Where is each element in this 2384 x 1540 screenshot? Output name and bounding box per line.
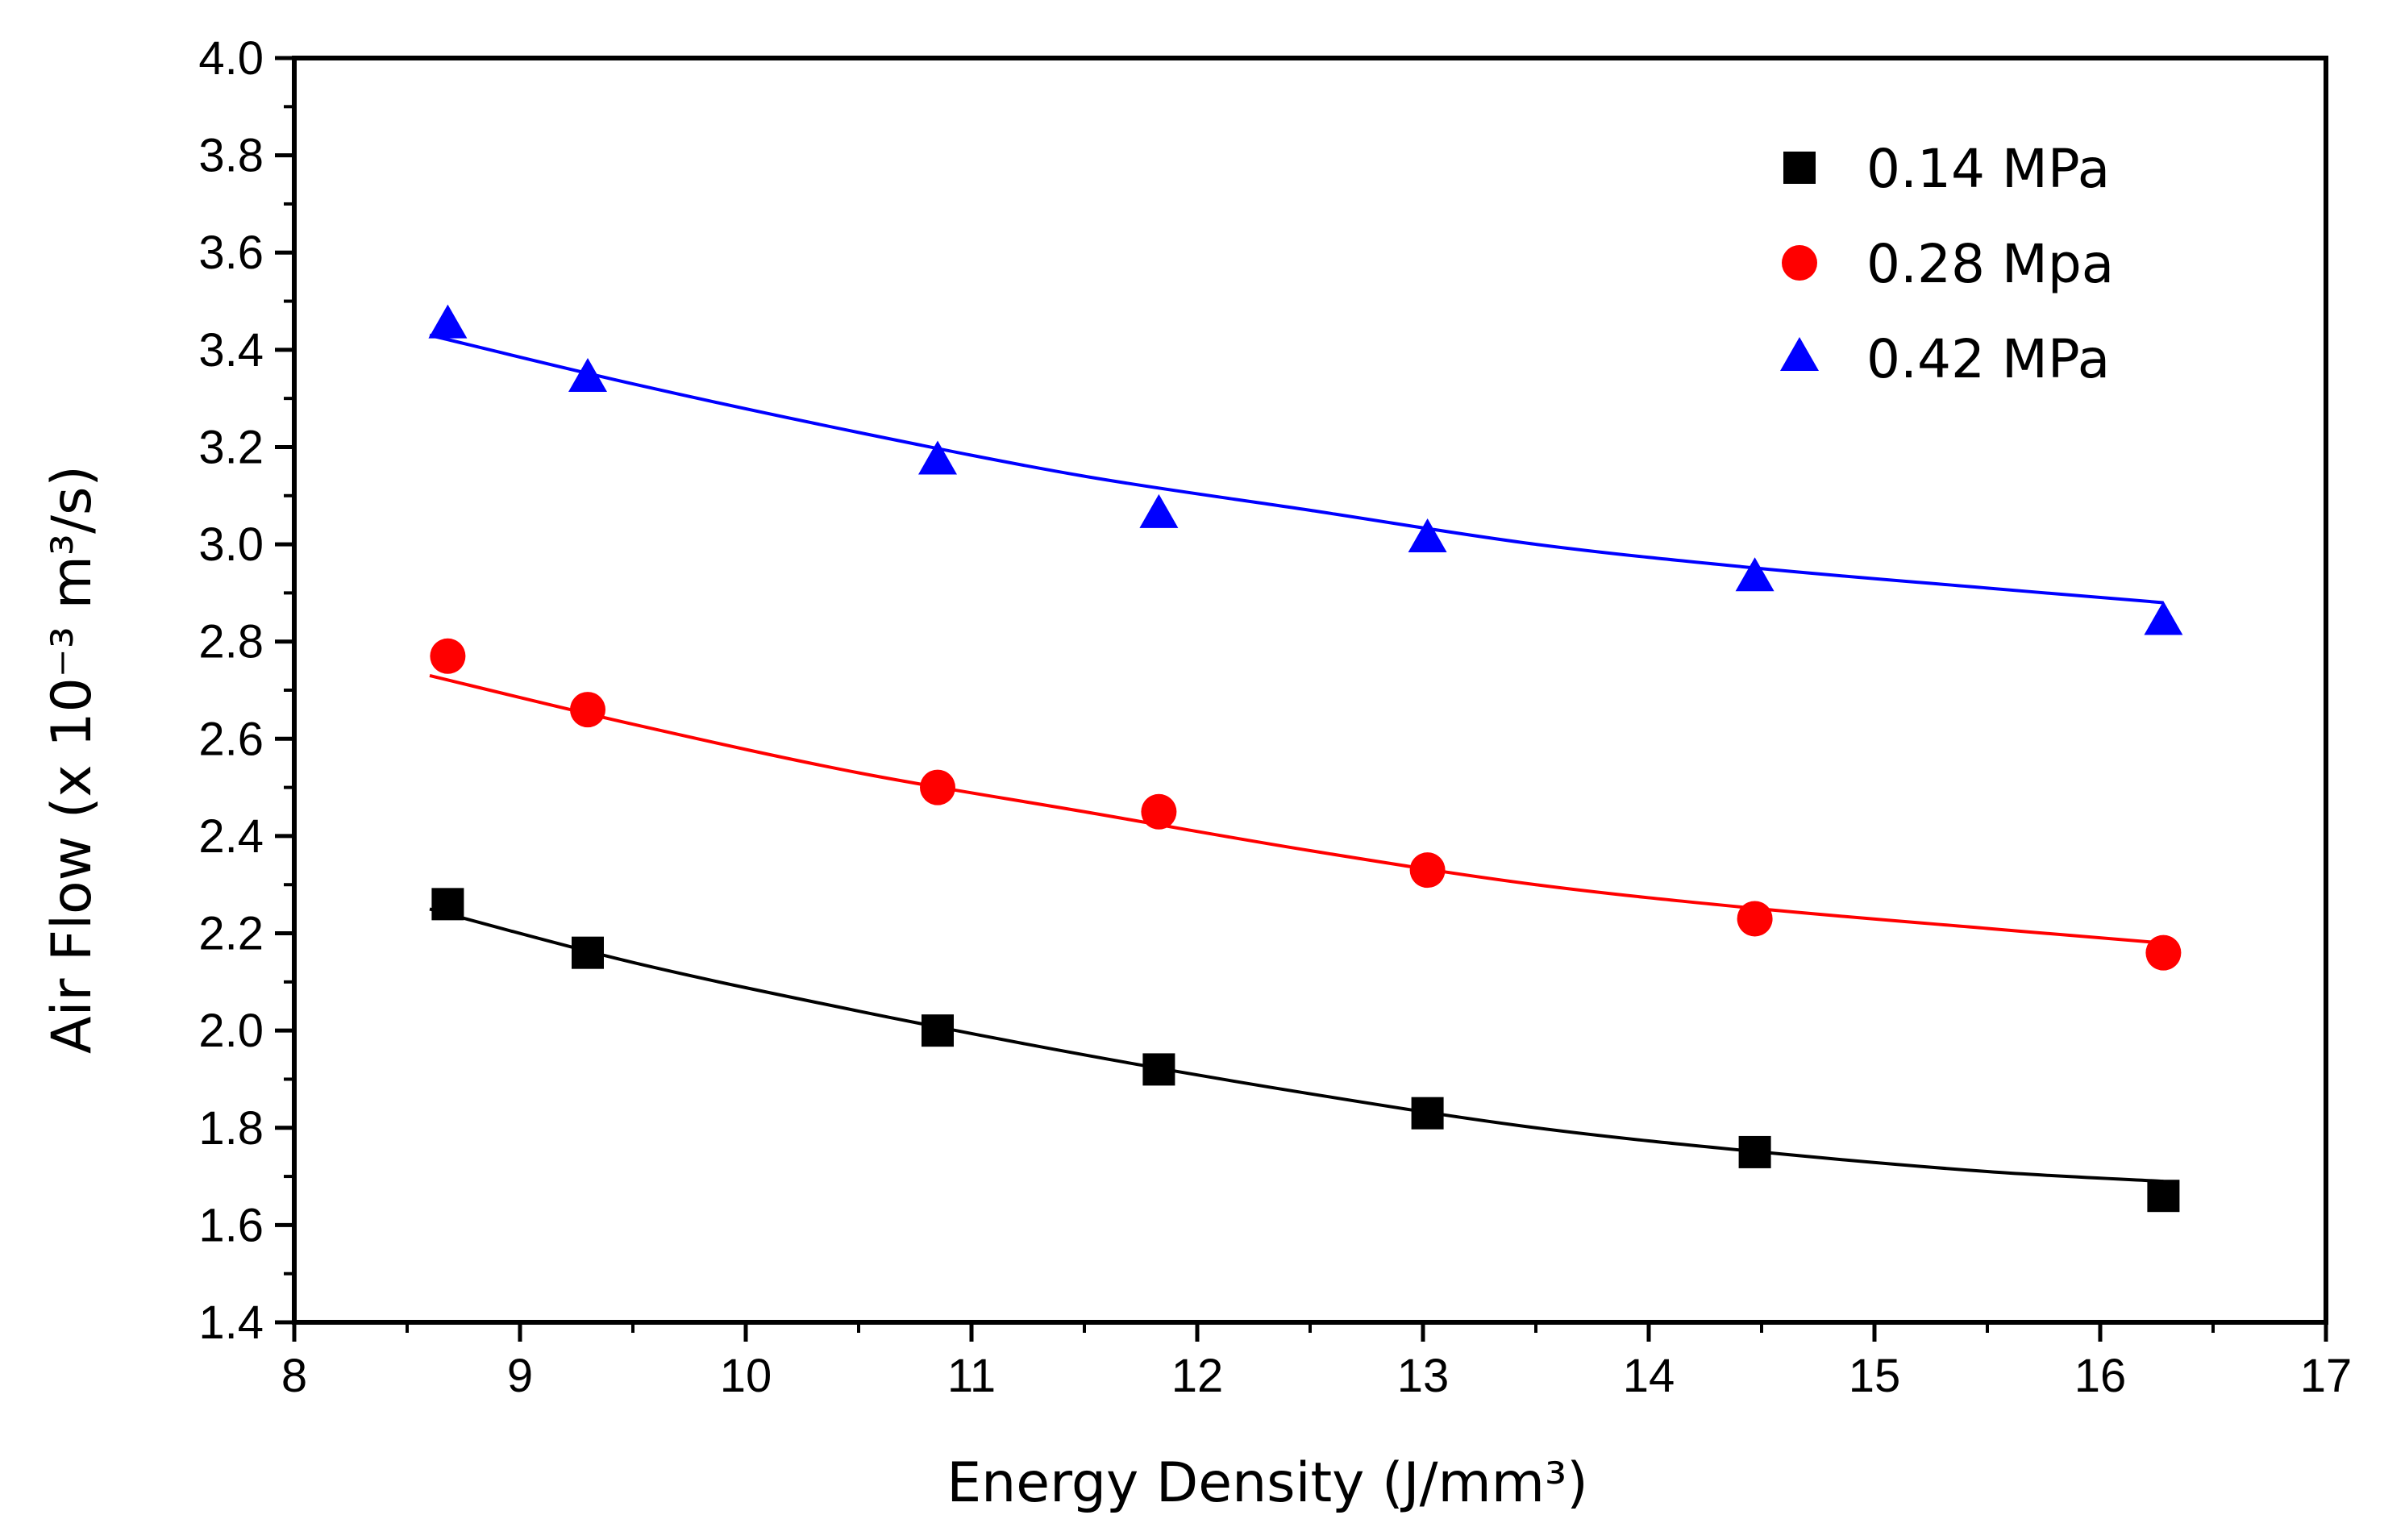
x-axis: 8 9 10 11 12 13 14 15 16 17 — [281, 1322, 2352, 1402]
data-point — [2147, 1180, 2180, 1213]
x-tick-label: 8 — [281, 1350, 307, 1402]
y-tick-label: 3.8 — [198, 130, 264, 182]
x-tick-label: 16 — [2074, 1350, 2127, 1402]
data-point — [431, 888, 464, 921]
legend-marker-2 — [1782, 245, 1817, 281]
data-point — [1139, 493, 1179, 528]
fit-line-series-2 — [429, 673, 2164, 945]
y-axis-title: Air Flow (x 10⁻³ m³/s) — [40, 465, 104, 1054]
x-tick-label: 14 — [1623, 1350, 1675, 1402]
data-point — [920, 769, 955, 805]
y-tick-label: 2.6 — [198, 713, 264, 765]
legend-label-2: 0.28 Mpa — [1866, 233, 2114, 295]
y-tick-label: 2.4 — [198, 810, 264, 863]
series-2 — [430, 638, 2182, 971]
y-tick-label: 2.0 — [198, 1005, 264, 1057]
x-tick-label: 13 — [1397, 1350, 1450, 1402]
legend-label-3: 0.42 MPa — [1866, 328, 2110, 390]
data-point — [1738, 1135, 1771, 1168]
y-tick-label: 4.0 — [198, 32, 264, 85]
fit-lines — [429, 333, 2164, 1184]
data-point — [1737, 901, 1773, 937]
y-tick-label: 3.0 — [198, 518, 264, 571]
x-tick-label: 9 — [507, 1350, 533, 1402]
x-axis-title: Energy Density (J/mm³) — [947, 1451, 1588, 1515]
legend-label-1: 0.14 MPa — [1866, 138, 2110, 200]
data-point — [430, 638, 466, 674]
x-tick-label: 11 — [947, 1350, 996, 1402]
series-1 — [431, 888, 2180, 1213]
fit-line-series-1 — [429, 907, 2164, 1184]
data-point — [428, 304, 468, 339]
y-tick-label: 1.8 — [198, 1102, 264, 1155]
data-point — [1409, 852, 1446, 889]
y-axis: 1.4 1.6 1.8 2.0 2.2 2.4 2.6 2.8 3.0 3.2 3.4 3.6 3.8 4… — [198, 32, 294, 1349]
series-3 — [428, 304, 2183, 635]
data-point — [922, 1014, 954, 1047]
data-point — [2144, 601, 2183, 635]
y-tick-label: 3.2 — [198, 421, 264, 473]
data-point — [1408, 518, 1447, 553]
legend: 0.14 MPa 0.28 Mpa 0.42 MPa — [1780, 138, 2114, 390]
y-tick-label: 3.4 — [198, 324, 264, 377]
x-tick-label: 17 — [2300, 1350, 2353, 1402]
data-point — [570, 692, 605, 728]
data-point — [1735, 557, 1774, 592]
y-tick-label: 1.4 — [198, 1297, 264, 1349]
legend-marker-3 — [1780, 336, 1819, 371]
x-tick-label: 15 — [1849, 1350, 1901, 1402]
x-tick-label: 10 — [720, 1350, 772, 1402]
data-point — [1142, 1053, 1175, 1086]
data-point — [2145, 934, 2182, 971]
data-point — [1411, 1097, 1444, 1130]
data-point — [918, 440, 957, 475]
data-point — [1141, 793, 1177, 830]
data-point — [568, 357, 607, 392]
y-tick-label: 1.6 — [198, 1199, 264, 1251]
data-markers — [428, 304, 2183, 1213]
y-tick-label: 2.2 — [198, 908, 264, 960]
y-tick-label: 3.6 — [198, 227, 264, 279]
fit-line-series-3 — [429, 333, 2164, 605]
data-point — [572, 936, 604, 969]
legend-marker-1 — [1783, 152, 1816, 184]
y-tick-label: 2.8 — [198, 616, 264, 668]
x-tick-label: 12 — [1171, 1350, 1224, 1402]
